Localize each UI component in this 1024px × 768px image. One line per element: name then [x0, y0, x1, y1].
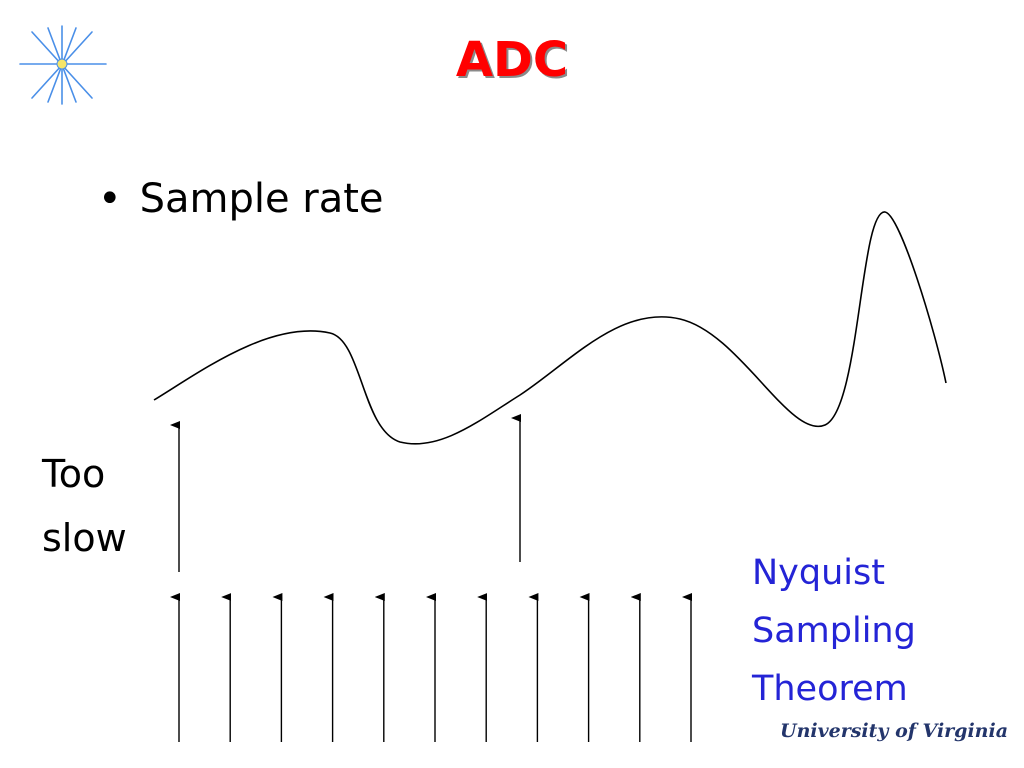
bullet-text: Sample rate [139, 176, 384, 222]
nyquist-line-3: Theorem [752, 669, 908, 709]
university-logo: University of Virginia [780, 720, 1009, 742]
too-slow-line-1: Too [42, 452, 106, 496]
slide-title: ADC [455, 32, 569, 88]
nyquist-line-2: Sampling [752, 611, 916, 651]
too-slow-line-2: slow [42, 516, 127, 560]
analog-signal-curve [153, 211, 947, 445]
too-slow-label: Too slow [42, 442, 127, 570]
bullet-item: • Sample rate [98, 176, 384, 222]
nyquist-sample-arrows [170, 593, 692, 742]
nyquist-label: Nyquist Sampling Theorem [752, 544, 916, 718]
slow-sample-arrows [170, 414, 521, 572]
nyquist-line-1: Nyquist [752, 553, 885, 593]
bullet-dot: • [98, 176, 122, 222]
star-burst-icon [19, 25, 107, 105]
